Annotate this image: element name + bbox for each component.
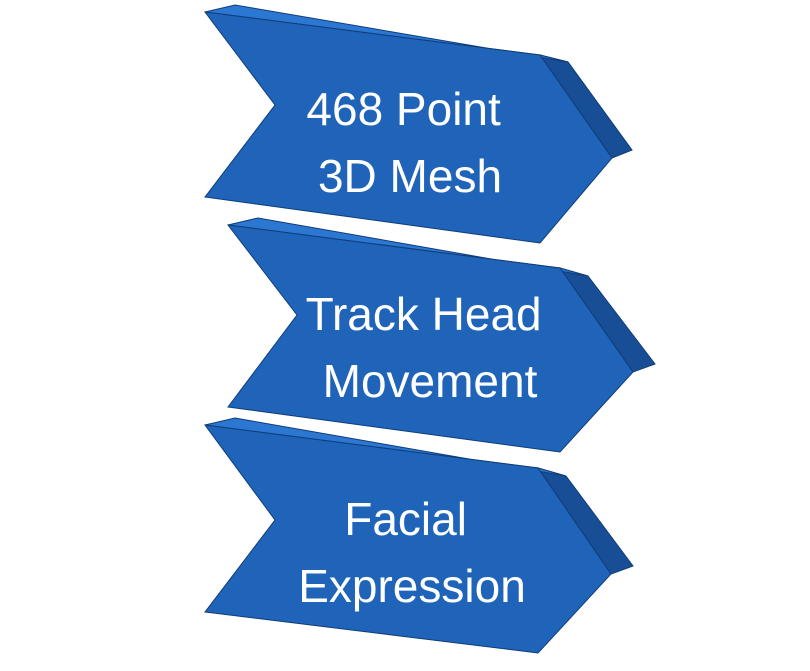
chevron-2-face [226, 224, 634, 453]
chevron-3-label-line2: Expression [298, 560, 526, 612]
chevron-1-label-line2: 3D Mesh [318, 150, 502, 202]
chevron-2-label: Track Head Movement [306, 288, 555, 407]
chevron-2-label-line2: Movement [323, 355, 538, 407]
chevron-1-label: 468 Point 3D Mesh [306, 83, 513, 202]
chevron-1-label-line1: 468 Point [306, 83, 501, 135]
chevron-3-face [203, 424, 612, 654]
chevron-step-1: 468 Point 3D Mesh [203, 4, 633, 244]
chevron-step-2: Track Head Movement [226, 217, 656, 453]
chevron-1-face [203, 11, 613, 244]
chevron-step-3: Facial Expression [203, 417, 634, 654]
chevron-2-label-line1: Track Head [306, 288, 542, 340]
chevron-3-label-line1: Facial [344, 493, 467, 545]
chevron-3-label: Facial Expression [298, 493, 526, 612]
